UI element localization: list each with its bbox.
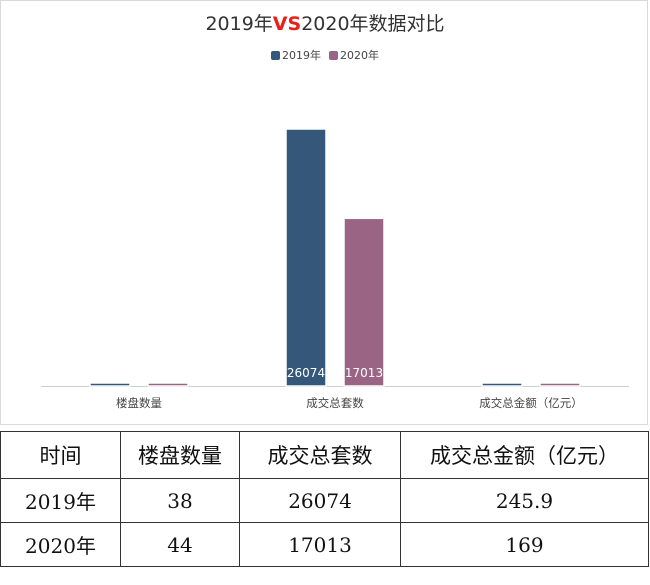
x-tick-label: 楼盘数量	[116, 396, 162, 410]
legend-swatch-2019	[271, 50, 280, 60]
table-cell: 44	[120, 522, 240, 567]
table-cell: 2020年	[0, 522, 121, 567]
table-cell: 26074	[239, 478, 401, 523]
bar-2019-1[interactable]	[285, 128, 327, 387]
table-cell: 245.9	[400, 478, 649, 523]
title-vs: VS	[272, 13, 302, 35]
table-cell: 169	[400, 522, 649, 567]
legend-label-2019: 2019年	[282, 49, 321, 62]
chart-title: 2019年VS2020年数据对比	[1, 9, 649, 36]
table-header-cell: 时间	[0, 431, 121, 479]
table-cell: 17013	[239, 522, 401, 567]
x-tick-label: 成交总金额（亿元）	[479, 396, 583, 410]
table-cell: 38	[120, 478, 240, 523]
bar-2020-2[interactable]	[539, 382, 581, 387]
chart-panel: 2019年VS2020年数据对比 2019年 2020年 楼盘数量 26074 17…	[0, 0, 648, 425]
legend-item-2019[interactable]: 2019年	[271, 47, 321, 63]
bar-2020-1[interactable]	[343, 217, 385, 387]
table-header-row: 时间 楼盘数量 成交总套数 成交总金额（亿元）	[0, 431, 649, 479]
chart-legend: 2019年 2020年	[1, 47, 649, 63]
title-part-1: 2019年	[205, 13, 273, 35]
bar-2019-0[interactable]	[89, 382, 131, 387]
table-cell: 2019年	[0, 478, 121, 523]
data-label: 17013	[345, 366, 383, 380]
x-tick-label: 成交总套数	[306, 396, 364, 410]
legend-item-2020[interactable]: 2020年	[329, 47, 379, 63]
data-table: 时间 楼盘数量 成交总套数 成交总金额（亿元） 2019年 38 26074 2…	[0, 431, 649, 567]
legend-swatch-2020	[329, 50, 338, 60]
table-row: 2020年 44 17013 169	[0, 522, 649, 567]
bar-plot: 楼盘数量 26074 17013 成交总套数 成交总金额（亿元）	[41, 128, 629, 410]
table-row: 2019年 38 26074 245.9	[0, 478, 649, 523]
legend-label-2020: 2020年	[340, 49, 379, 62]
table-header-cell: 楼盘数量	[120, 431, 240, 479]
table-header-cell: 成交总金额（亿元）	[400, 431, 649, 479]
table-header-cell: 成交总套数	[239, 431, 401, 479]
data-label: 26074	[287, 366, 325, 380]
bar-2020-0[interactable]	[147, 382, 189, 387]
title-part-2: 2020年数据对比	[301, 13, 445, 35]
bar-2019-2[interactable]	[481, 382, 523, 387]
